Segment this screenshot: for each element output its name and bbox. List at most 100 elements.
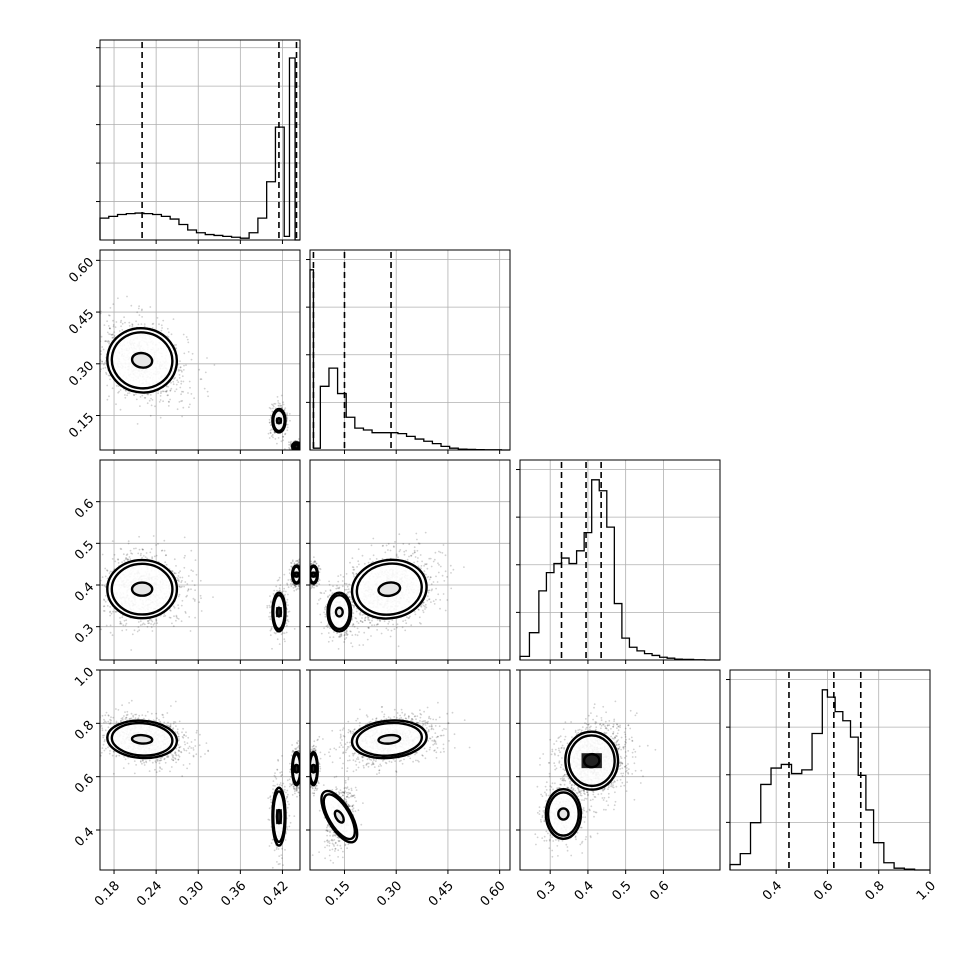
scatter-panel-0-1-contour-mid-1: [272, 409, 286, 433]
scatter-panel-1-2-sample-point: [345, 588, 348, 591]
scatter-panel-1-2-sample-point: [413, 549, 416, 552]
scatter-panel-0-1-sample-point: [101, 360, 104, 363]
scatter-panel-1-2-sample-point: [429, 576, 432, 579]
scatter-panel-0-1-sample-point: [183, 364, 185, 367]
scatter-panel-0-2-sample-point: [293, 563, 296, 566]
scatter-panel-0-1-ytick-label-1: 0.45: [66, 307, 97, 338]
scatter-panel-0-1-sample-point: [107, 341, 109, 343]
scatter-panel-0-2: 0.60.50.40.3: [72, 459, 302, 664]
scatter-panel-1-2-sample-point: [463, 566, 465, 568]
scatter-panel-1-2-sample-point: [406, 616, 408, 619]
scatter-panel-0-2-sample-point: [297, 584, 300, 586]
scatter-panel-0-1-sample-point: [181, 390, 183, 393]
scatter-panel-0-2-sample-point: [139, 624, 142, 626]
scatter-panel-1-2: [306, 459, 511, 664]
scatter-panel-0-2-sample-point: [295, 585, 297, 587]
scatter-panel-0-1-sample-point: [269, 429, 272, 432]
scatter-panel-0-2-sample-point: [119, 547, 122, 550]
scatter-panel-1-2-sample-point: [371, 619, 373, 622]
scatter-panel-0-2-sample-point: [135, 547, 137, 550]
scatter-panel-1-2-sample-point: [427, 589, 430, 592]
scatter-panel-0-2-sample-point: [141, 548, 144, 551]
scatter-panel-0-1-sample-point: [166, 327, 169, 330]
scatter-panel-0-2-sample-point: [129, 549, 132, 552]
scatter-panel-1-2-sample-point: [353, 625, 356, 628]
scatter-panel-1-2-sample-point: [367, 626, 370, 629]
scatter-panel-0-1-sample-point: [104, 340, 107, 342]
scatter-panel-0-1-sample-point: [150, 404, 153, 407]
scatter-panel-0-2-sample-point: [180, 604, 183, 607]
scatter-panel-0-2-ytick-label-1: 0.5: [72, 538, 97, 563]
scatter-panel-0-2-sample-point: [289, 583, 292, 585]
scatter-panel-0-1-sample-point: [150, 397, 152, 400]
scatter-panel-0-1-sample-point: [120, 325, 122, 328]
scatter-panel-1-2-sample-point: [417, 557, 419, 559]
scatter-panel-1-2-sample-point: [361, 554, 364, 557]
scatter-panel-0-1-sample-point: [172, 380, 175, 383]
scatter-panel-1-2-sample-point: [342, 575, 345, 578]
scatter-panel-0-2-sample-point: [297, 562, 300, 565]
scatter-panel-0-2-sample-point: [291, 559, 294, 562]
scatter-panel-1-2-sample-point: [357, 548, 360, 551]
hist-panel-3-histogram-step: [729, 689, 930, 871]
scatter-panel-0-2-sample-point: [101, 576, 104, 579]
scatter-panel-0-1-sample-point: [177, 381, 180, 383]
scatter-panel-1-2-sample-point: [449, 564, 452, 567]
scatter-panel-0-2-sample-point: [300, 565, 302, 567]
scatter-panel-0-1-sample-point: [297, 452, 299, 454]
scatter-panel-1-2-sample-point: [347, 592, 349, 594]
scatter-panel-1-2-sample-point: [423, 564, 425, 567]
scatter-panel-0-1-sample-point: [290, 442, 292, 445]
scatter-panel-0-2-sample-point: [103, 599, 106, 602]
scatter-panel-0-1-sample-point: [161, 327, 164, 329]
scatter-panel-0-1-sample-point: [108, 341, 111, 343]
scatter-panel-1-2-sample-point: [425, 573, 427, 576]
scatter-panel-0-2-sample-point: [186, 583, 189, 585]
scatter-panel-0-1-sample-point: [126, 394, 128, 397]
scatter-panel-0-2-sample-point: [104, 567, 107, 570]
scatter-panel-0-1-sample-point: [157, 392, 160, 395]
scatter-panel-1-2-sample-point: [344, 588, 346, 591]
scatter-panel-0-2-sample-point: [139, 554, 142, 557]
scatter-panel-1-2-sample-point: [349, 590, 351, 593]
scatter-panel-0-2-sample-point: [92, 618, 94, 620]
scatter-panel-0-2-sample-point: [198, 601, 201, 604]
scatter-panel-0-1-sample-point: [162, 319, 165, 322]
scatter-panel-0-1-sample-point: [95, 354, 97, 356]
scatter-panel-1-2-sample-point: [405, 549, 407, 552]
scatter-panel-1-2-sample-point: [353, 568, 356, 571]
scatter-panel-0-2-sample-point: [286, 582, 288, 585]
scatter-panel-0-2-sample-point: [286, 608, 288, 611]
scatter-panel-1-2-sample-point: [426, 567, 429, 570]
scatter-panel-0-2-sample-point: [212, 596, 214, 598]
scatter-panel-1-2-sample-point: [324, 608, 326, 611]
scatter-panel-1-2-sample-point: [339, 574, 342, 576]
scatter-panel-0-2-sample-point: [290, 562, 293, 565]
scatter-panel-0-1-sample-point: [303, 448, 305, 450]
scatter-panel-0-1-sample-point: [282, 403, 285, 406]
scatter-panel-1-2-sample-point: [442, 593, 445, 595]
scatter-panel-0-2-sample-point: [181, 576, 184, 579]
scatter-panel-0-1-sample-point: [98, 342, 100, 344]
scatter-panel-0-2-sample-point: [156, 622, 159, 624]
scatter-panel-0-1-sample-point: [180, 393, 183, 396]
scatter-panel-0-2-sample-point: [102, 605, 105, 608]
scatter-panel-0-2-sample-point: [109, 570, 112, 573]
scatter-panel-0-1-sample-point: [199, 378, 202, 381]
scatter-panel-0-2-contour-core-0: [130, 581, 154, 597]
scatter-panel-0-2-sample-point: [174, 572, 177, 575]
scatter-panel-0-1-sample-point: [176, 408, 179, 411]
scatter-panel-1-2-sample-point: [320, 632, 323, 635]
hist-panel-2-frame: [519, 459, 721, 661]
scatter-panel-0-1-sample-point: [105, 373, 108, 375]
scatter-panel-0-1-sample-point: [131, 325, 134, 328]
scatter-panel-1-2-sample-point: [308, 574, 310, 576]
scatter-panel-1-2-sample-point: [361, 614, 364, 616]
hist-panel-0-histogram-step: [99, 57, 300, 241]
scatter-panel-1-2-sample-point: [417, 542, 420, 545]
scatter-panel-0-2-sample-point: [285, 619, 288, 622]
scatter-panel-0-1-sample-point: [113, 334, 116, 337]
scatter-panel-0-2-sample-point: [163, 613, 166, 615]
scatter-panel-0-2-sample-point: [127, 559, 129, 562]
scatter-panel-0-2-sample-point: [136, 630, 139, 633]
